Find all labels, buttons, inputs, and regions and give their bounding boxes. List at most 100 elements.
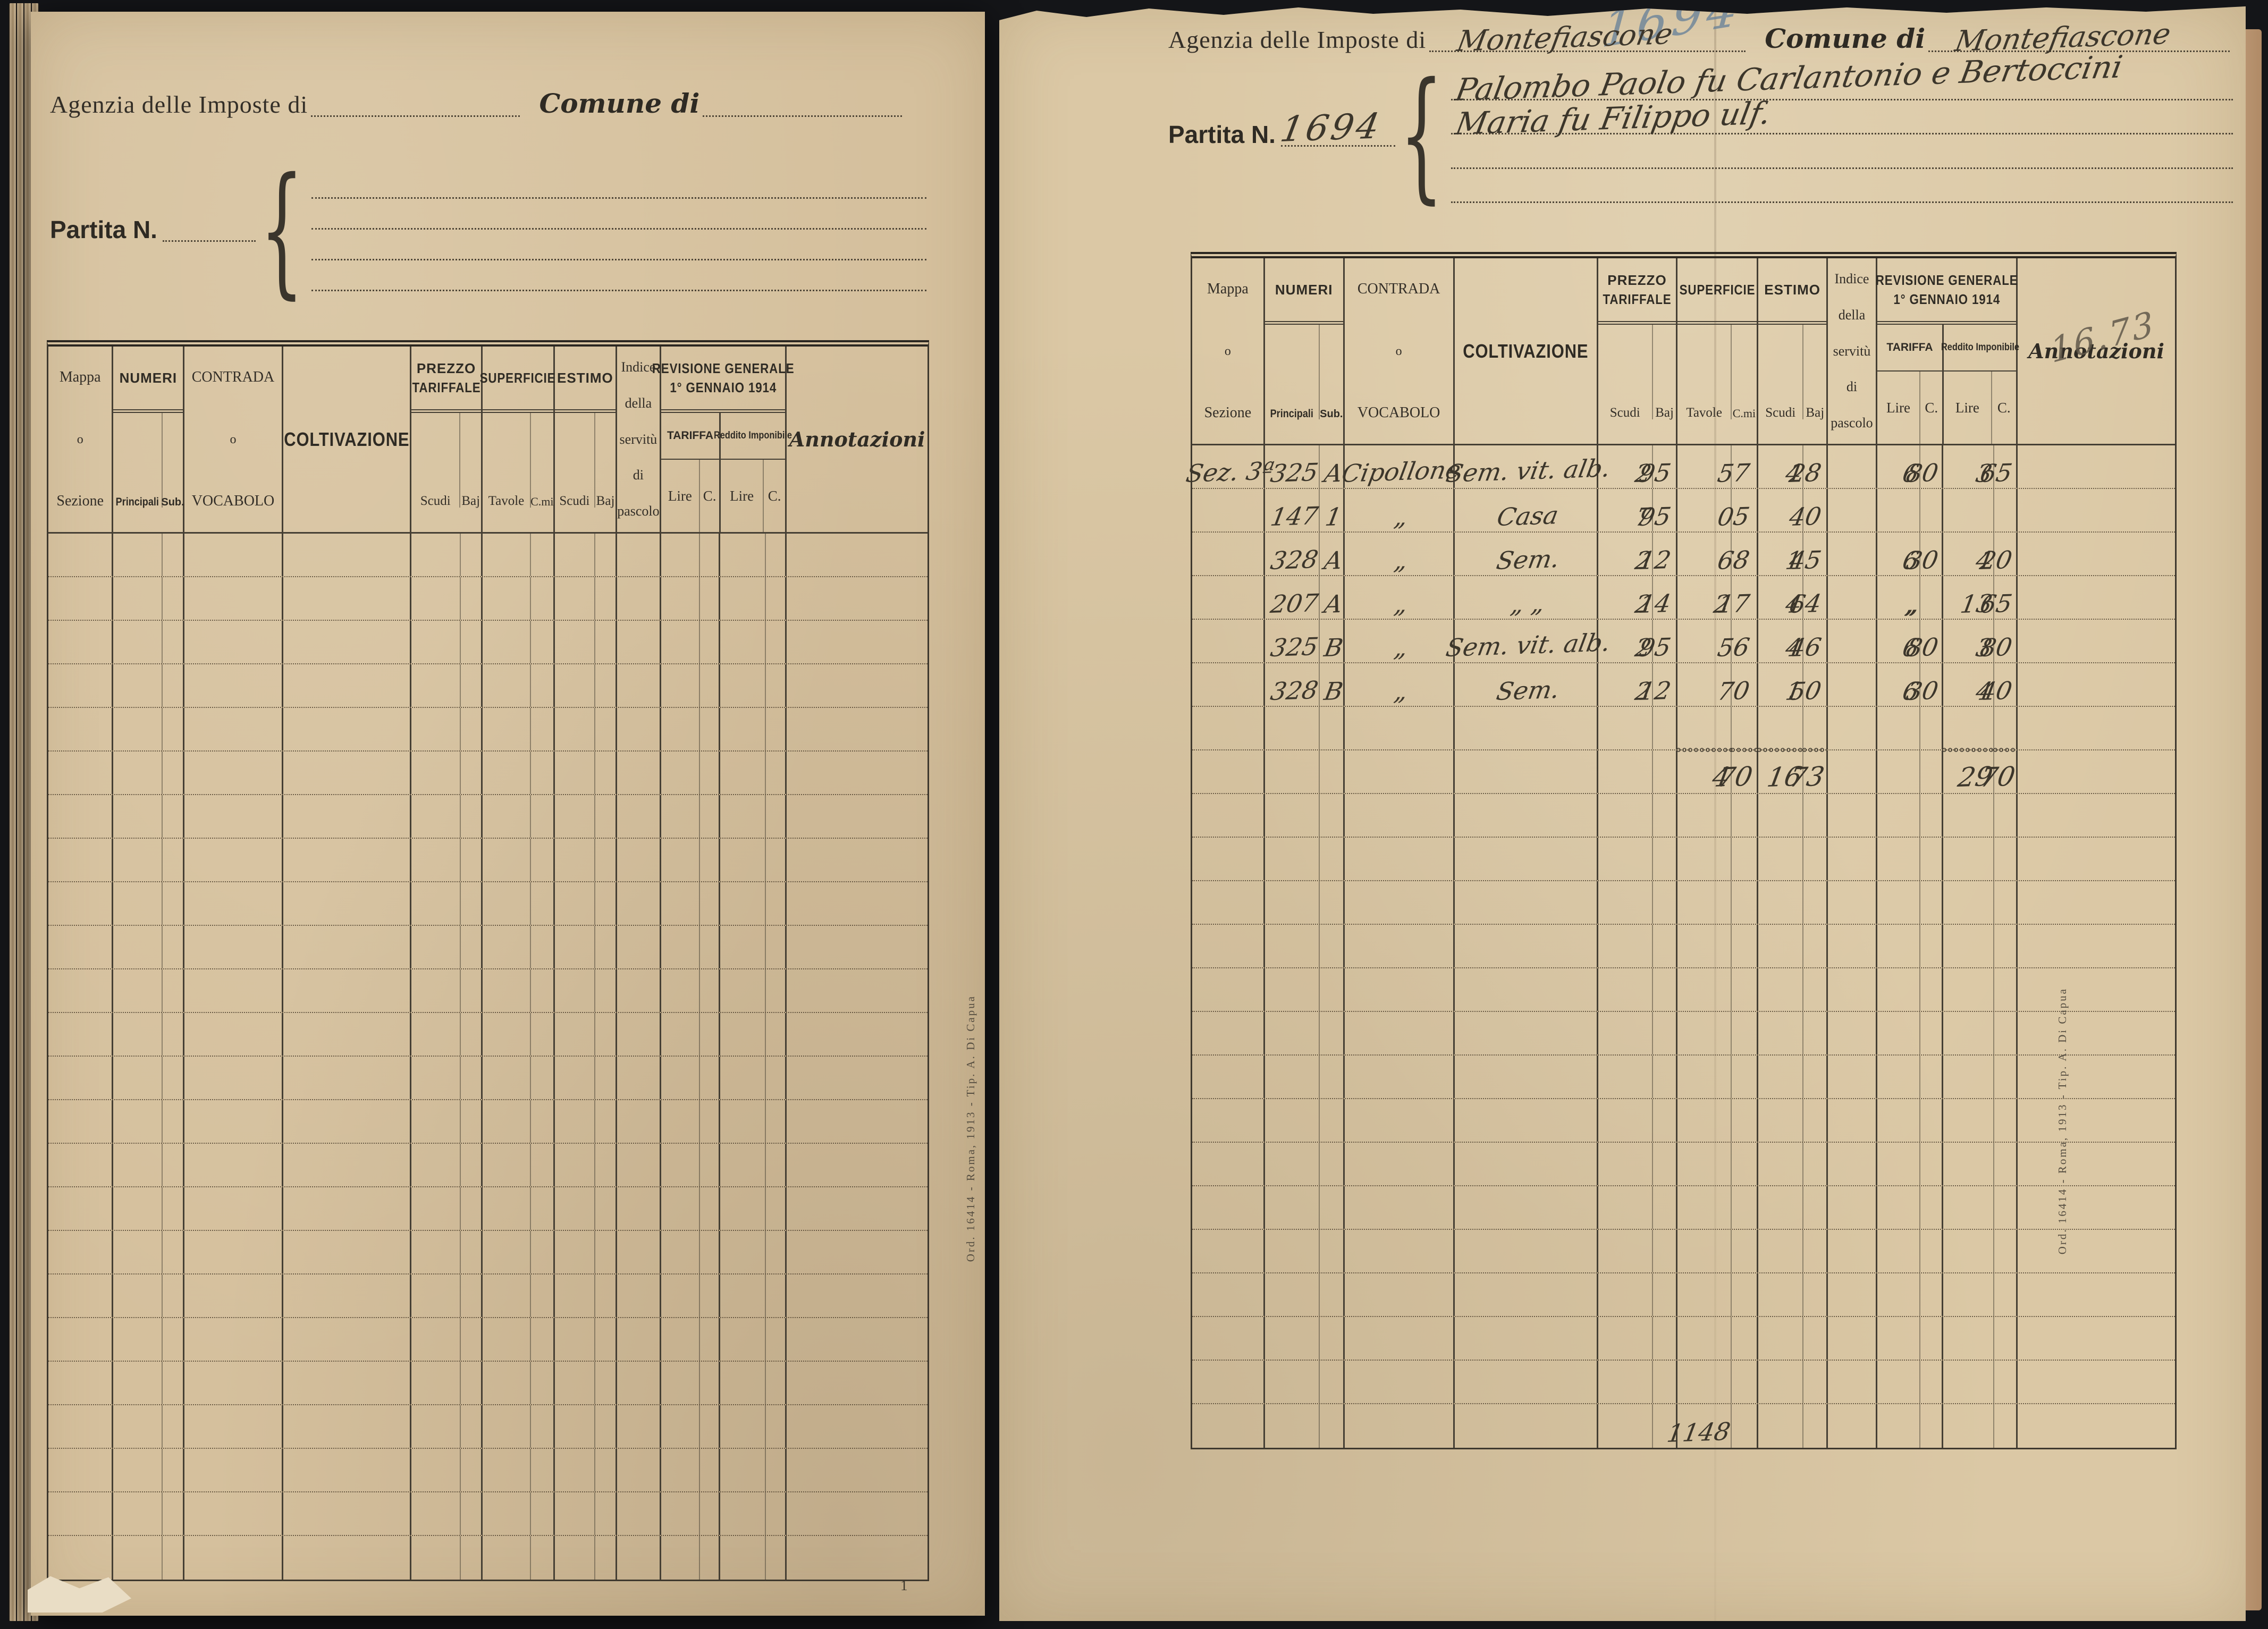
cell-p_scudi bbox=[411, 1100, 461, 1143]
cell-p_baj bbox=[461, 1536, 483, 1580]
cell-t_lire bbox=[661, 1536, 700, 1580]
cell-r_lire bbox=[1943, 1361, 1994, 1403]
cell-annot bbox=[2018, 1056, 2175, 1098]
cell-s_tav bbox=[483, 534, 531, 576]
cell-contrada bbox=[184, 969, 283, 1012]
cell-r_c bbox=[766, 1100, 787, 1143]
cell-t_lire bbox=[1877, 1099, 1920, 1142]
cell-t_lire bbox=[1877, 1404, 1920, 1448]
cell-e_baj bbox=[1803, 1012, 1828, 1054]
cell-e_scudi bbox=[1758, 1143, 1803, 1185]
cell-t_c bbox=[700, 795, 720, 838]
cell-p_baj bbox=[1653, 707, 1678, 749]
table-row bbox=[1192, 838, 2175, 881]
tariffa-label: TARIFFA bbox=[1886, 341, 1933, 353]
cell-e_baj bbox=[1803, 794, 1828, 837]
cell-r_lire bbox=[720, 708, 766, 750]
handwritten-value: 70 bbox=[1715, 676, 1752, 706]
superficie-label: SUPERFICIE bbox=[479, 370, 556, 386]
cell-p_baj bbox=[1653, 968, 1678, 1011]
reddito-label: Reddito Imponibile bbox=[714, 430, 792, 441]
cell-s_tav bbox=[1677, 620, 1732, 662]
cell-p_scudi bbox=[411, 969, 461, 1012]
cell-e_scudi bbox=[1758, 925, 1803, 967]
sezione-label: Sezione bbox=[1204, 404, 1252, 421]
cell-t_lire: 6 bbox=[1877, 620, 1921, 662]
cell-t_c: 80 bbox=[1904, 445, 1943, 488]
cell-principali bbox=[113, 1013, 163, 1056]
cell-t_lire bbox=[1877, 968, 1920, 1011]
cell-mappa bbox=[48, 1187, 114, 1230]
cell-mappa bbox=[48, 752, 114, 794]
cell-coltivazione bbox=[1455, 1361, 1598, 1403]
cell-coltivazione bbox=[283, 1492, 412, 1535]
cell-s_cmi bbox=[1732, 1230, 1758, 1272]
handwritten-value: B bbox=[1322, 632, 1345, 662]
cell-sub bbox=[163, 1449, 185, 1491]
handwritten-value: 65 bbox=[1977, 458, 2014, 488]
cell-annot bbox=[2018, 445, 2175, 488]
cell-mappa bbox=[48, 708, 114, 750]
cell-mappa bbox=[48, 1100, 114, 1143]
cell-e_baj: 45 bbox=[1787, 533, 1828, 575]
cell-coltivazione bbox=[1455, 881, 1598, 924]
cell-p_baj bbox=[1653, 1012, 1678, 1054]
cell-annot bbox=[2018, 1317, 2175, 1360]
cell-contrada bbox=[1345, 794, 1455, 837]
cell-p_baj bbox=[461, 926, 483, 968]
cell-t_lire bbox=[661, 839, 700, 881]
cell-p_scudi bbox=[411, 1318, 461, 1361]
cell-p_baj bbox=[1653, 925, 1678, 967]
cell-contrada: „ bbox=[1345, 620, 1455, 662]
cell-coltivazione bbox=[1455, 1317, 1598, 1360]
cell-s_cmi bbox=[531, 839, 555, 881]
table-row bbox=[1192, 1361, 2175, 1404]
cell-s_cmi bbox=[531, 664, 555, 707]
cell-e_baj bbox=[595, 621, 618, 663]
handwritten-value: 328 bbox=[1268, 675, 1320, 706]
cell-s_cmi bbox=[531, 708, 555, 750]
cell-s_cmi bbox=[531, 1318, 555, 1361]
cell-t_lire bbox=[661, 708, 700, 750]
cell-s_cmi bbox=[531, 1362, 555, 1404]
table-row bbox=[48, 708, 928, 752]
cell-t_c bbox=[1920, 1056, 1943, 1098]
cell-contrada bbox=[184, 664, 283, 707]
cell-mappa bbox=[1192, 1099, 1265, 1142]
cell-principali bbox=[1265, 838, 1320, 880]
partita-label-group: Partita N. bbox=[50, 217, 256, 242]
column-coltivazione: COLTIVAZIONE bbox=[1455, 258, 1598, 444]
cell-r_lire: 3 bbox=[1943, 620, 1995, 662]
cell-t_c bbox=[1920, 1143, 1943, 1185]
cell-sub bbox=[163, 1492, 185, 1535]
left-page: Agenzia delle Imposte di Comune di Parti… bbox=[28, 12, 985, 1616]
table-row bbox=[1192, 707, 2175, 750]
cell-mappa bbox=[1192, 489, 1265, 531]
cell-mappa bbox=[1192, 663, 1265, 706]
handwritten-value: Sez. 3ª bbox=[1184, 456, 1277, 488]
cell-s_tav bbox=[1677, 1230, 1732, 1272]
cell-s_tav bbox=[1677, 1143, 1732, 1185]
cell-s_cmi bbox=[531, 969, 555, 1012]
cell-mappa bbox=[1192, 620, 1265, 662]
cell-p_baj bbox=[461, 1231, 483, 1273]
cell-r_c bbox=[766, 1144, 787, 1186]
cell-r_lire bbox=[720, 1100, 766, 1143]
cell-s_tav bbox=[483, 839, 531, 881]
cell-r_c bbox=[766, 664, 787, 707]
cell-t_lire bbox=[661, 1187, 700, 1230]
cell-r_c bbox=[766, 1362, 787, 1404]
cell-t_lire bbox=[661, 577, 700, 620]
handwritten-value: 12 bbox=[1637, 676, 1673, 706]
cell-e_scudi bbox=[555, 621, 595, 663]
cell-mappa bbox=[1192, 838, 1265, 880]
cell-e_baj bbox=[595, 1362, 618, 1404]
column-group-prezzo: PREZZO TARIFFALE Scudi Baj bbox=[1598, 258, 1678, 444]
cell-r_lire: 3 bbox=[1943, 445, 1995, 488]
cell-p_scudi bbox=[411, 1536, 461, 1580]
table-row: Sez. 3ª 325 A Cipollone Sem. vit. alb. 2 95 57 4… bbox=[1184, 445, 2175, 489]
cell-p_baj bbox=[461, 1187, 483, 1230]
double-rule bbox=[1758, 321, 1827, 325]
cell-mappa bbox=[48, 1536, 114, 1580]
cell-t_c bbox=[700, 577, 720, 620]
